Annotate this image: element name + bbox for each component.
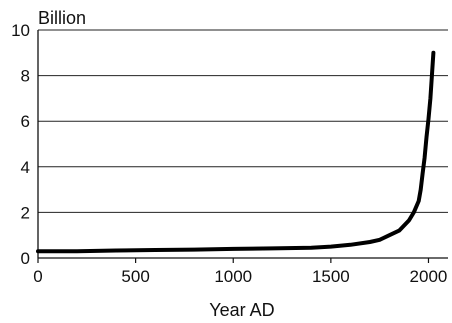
x-tick-label-1500: 1500	[312, 267, 350, 286]
y-tick-label-8: 8	[21, 67, 30, 86]
x-tick-label-0: 0	[33, 267, 42, 286]
x-axis-label: Year AD	[209, 300, 274, 320]
x-tick-label-500: 500	[121, 267, 149, 286]
plot-frame	[37, 30, 448, 263]
y-unit-label: Billion	[38, 8, 86, 28]
grid-lines	[38, 29, 448, 213]
x-tick-label-2000: 2000	[410, 267, 448, 286]
x-tick-label-1000: 1000	[214, 267, 252, 286]
y-tick-label-6: 6	[21, 112, 30, 131]
y-tick-label-2: 2	[21, 203, 30, 222]
x-tick-labels: 0 500 1000 1500 2000	[33, 267, 447, 286]
series-line-0	[36, 50, 436, 254]
y-tick-labels: 0 2 4 6 8 10	[11, 21, 30, 268]
series-lines	[36, 50, 436, 254]
y-tick-label-10: 10	[11, 21, 30, 40]
y-tick-label-4: 4	[21, 158, 30, 177]
y-tick-label-0: 0	[21, 249, 30, 268]
